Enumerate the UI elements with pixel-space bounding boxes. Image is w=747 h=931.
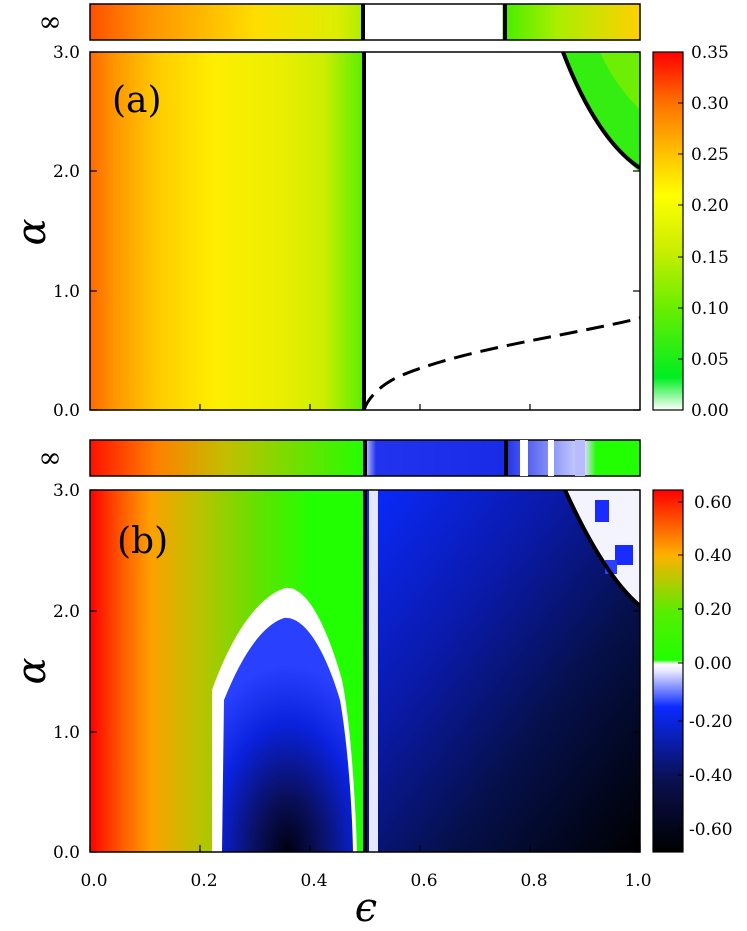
panel-b-colorbar-label: -0.20 bbox=[689, 712, 733, 732]
panel-b-dome bbox=[222, 617, 353, 852]
panel-a-colorbar-label: 0.30 bbox=[691, 94, 729, 114]
panel-b-corner-boundary bbox=[563, 490, 640, 608]
panel-a-ylabel: α bbox=[9, 218, 55, 245]
panel-b-inf-label: ∞ bbox=[38, 441, 61, 474]
panel-a-inf-label: ∞ bbox=[38, 5, 61, 38]
panel-b-x-axis bbox=[89, 845, 641, 852]
panel-b-corner-pixel bbox=[595, 500, 609, 522]
x-tick-label: 0.4 bbox=[300, 871, 327, 891]
panel-a-colorbar-label: 0.05 bbox=[691, 350, 729, 370]
panel-a-x-axis bbox=[199, 404, 531, 410]
panel-b-label: (b) bbox=[117, 521, 168, 562]
panel-a-colorbar-label: 0.25 bbox=[691, 145, 729, 165]
panel-a-y-tick-label: 0.0 bbox=[53, 401, 80, 421]
panel-a-frame bbox=[89, 51, 641, 411]
panel-b-inf-speckle bbox=[575, 440, 585, 476]
panel-a-y-tick-label: 1.0 bbox=[53, 282, 80, 302]
panel-b-colorbar-label: -0.40 bbox=[689, 766, 733, 786]
panel-b-frame bbox=[89, 489, 641, 853]
panel-b-colorbar-label: 0.40 bbox=[694, 546, 732, 566]
panel-a-colorbar-label: 0.15 bbox=[691, 248, 729, 268]
panel-a-colorbar-label: 0.35 bbox=[691, 43, 729, 63]
panel-b-colorbar-label: 0.20 bbox=[694, 600, 732, 620]
panel-b-corner-pixel bbox=[615, 545, 633, 565]
panel-b-colorbar-ticks bbox=[678, 501, 683, 830]
panel-a-dashed-boundary bbox=[362, 316, 640, 410]
panel-b-y-tick-label: 3.0 bbox=[53, 481, 80, 501]
panel-a-y-tick-label: 3.0 bbox=[53, 43, 80, 63]
panel-a-corner-boundary bbox=[561, 52, 640, 170]
x-tick-label: 0.6 bbox=[410, 871, 437, 891]
panel-a-colorbar-ticks bbox=[678, 51, 683, 411]
panel-a-colorbar-label: 0.20 bbox=[691, 196, 729, 216]
panel-a-region-left bbox=[90, 52, 365, 410]
panel-b-ylabel: α bbox=[9, 657, 55, 684]
x-axis-title: ϵ bbox=[355, 885, 377, 931]
panel-a-colorbar bbox=[652, 51, 684, 411]
x-tick-label: 0.0 bbox=[80, 871, 107, 891]
panel-b-y-tick-label: 2.0 bbox=[53, 602, 80, 622]
x-tick-label: 1.0 bbox=[624, 871, 651, 891]
panel-a-colorbar-label: 0.00 bbox=[691, 401, 729, 421]
panel-b-y-tick-label: 1.0 bbox=[53, 723, 80, 743]
x-tick-label: 0.2 bbox=[190, 871, 217, 891]
panel-a-corner-region-edge bbox=[600, 52, 640, 110]
panel-a-y-axis bbox=[90, 51, 640, 411]
panel-b-y-axis bbox=[90, 489, 640, 853]
panel-b-corner-region bbox=[565, 490, 640, 606]
panel-b: ∞ (b) 0.0 1.0 2.0 3.0 bbox=[9, 439, 733, 931]
x-tick-label: 0.8 bbox=[520, 871, 547, 891]
panel-a-heatmap bbox=[90, 52, 640, 410]
panel-b-heatmap bbox=[90, 490, 640, 852]
panel-b-colorbar-label: 0.60 bbox=[694, 493, 732, 513]
panel-b-white-stripe bbox=[369, 490, 378, 852]
panel-a-label: (a) bbox=[112, 80, 162, 121]
panel-b-colorbar bbox=[652, 489, 684, 853]
panel-b-colorbar-label: 0.00 bbox=[694, 654, 732, 674]
panel-b-colorbar-label: -0.60 bbox=[689, 820, 733, 840]
panel-b-y-tick-label: 0.0 bbox=[53, 843, 80, 863]
panel-a-y-tick-label: 2.0 bbox=[53, 162, 80, 182]
panel-a-colorbar-label: 0.10 bbox=[691, 299, 729, 319]
panel-b-inf-speckle bbox=[548, 440, 554, 476]
panel-a: ∞ (a) 0.0 1.0 2.0 3.0 α bbox=[9, 3, 729, 421]
panel-b-inf-speckle bbox=[520, 440, 528, 476]
